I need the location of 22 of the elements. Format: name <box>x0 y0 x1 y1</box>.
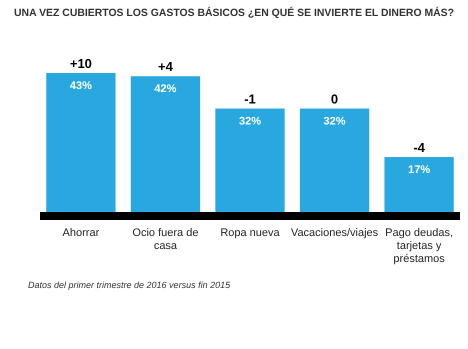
data-label: 42% <box>154 83 177 96</box>
x-tick-label: Ropa nueva <box>220 227 281 239</box>
annotation: -4 <box>413 140 426 156</box>
bar <box>46 73 116 212</box>
annotation: -1 <box>244 92 256 107</box>
x-tick-label: Ocio fuera de casa <box>132 227 198 252</box>
bar <box>300 108 370 212</box>
bar <box>130 76 200 212</box>
annotation: 0 <box>330 92 338 107</box>
text: Datos del primer trimestre de 2016 versus fin 2015 <box>28 280 232 290</box>
bar <box>215 108 285 212</box>
x-tick-label: Ahorrar <box>62 227 100 239</box>
data-label: 43% <box>70 80 92 92</box>
data-label: 32% <box>324 116 346 128</box>
data-label: 32% <box>238 116 262 128</box>
annotation: +4 <box>158 59 174 74</box>
x-tick-label: Vacaciones/viajes <box>290 227 379 239</box>
chart-title: UNA VEZ CUBIERTOS LOS GASTOS BÁSICOS ¿EN QUÉ SE INVIERTE EL DINERO MÁS? <box>14 6 457 19</box>
annotation: +10 <box>70 56 92 71</box>
bar <box>384 157 454 212</box>
x-tick-label: Pago deudas, tarjetas y préstamos <box>385 227 454 265</box>
data-label: 17% <box>408 164 430 176</box>
